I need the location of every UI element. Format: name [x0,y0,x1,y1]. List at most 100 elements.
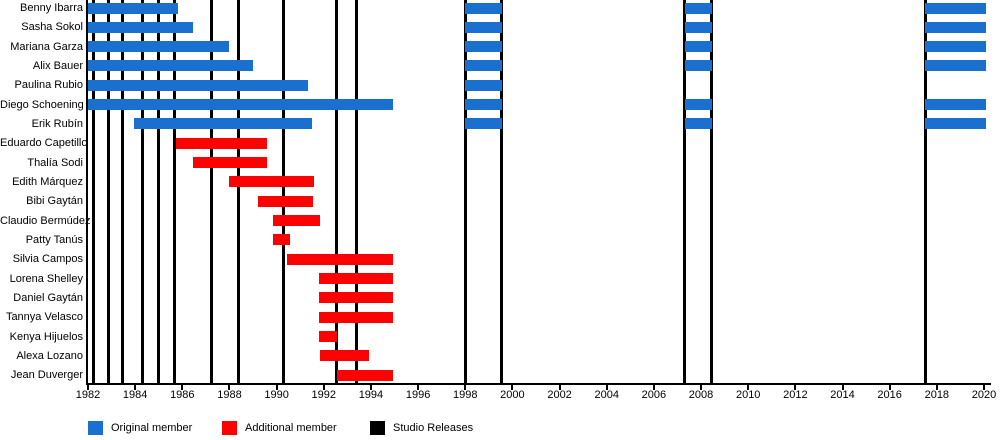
legend-label: Additional member [245,422,337,434]
studio-release-line [463,0,467,383]
x-axis-tick-label: 2000 [500,389,525,401]
x-axis-tick-label: 2002 [547,389,572,401]
member-label: Alix Bauer [32,59,83,72]
member-bar-original [88,99,394,111]
member-label: Daniel Gaytán [13,291,83,304]
member-label: Alexa Lozano [16,349,83,362]
plot-left-border [86,0,88,383]
studio-release-line [335,0,339,383]
x-axis-tick-label: 2006 [641,389,667,401]
x-axis-tick-label: 1988 [217,389,242,401]
x-axis-tick-label: 1984 [122,389,148,401]
member-bar-original [133,118,312,130]
member-bar-original [465,2,502,14]
studio-release-line [500,0,504,383]
member-label: Silvia Campos [12,253,83,266]
studio-release-line [172,0,176,383]
member-bar-original [465,60,502,72]
member-bar-additional [176,137,268,149]
x-axis-tick-label: 2012 [783,389,808,401]
member-bar-original [465,21,502,33]
member-bar-original [925,21,987,33]
x-axis-tick-label: 2014 [830,389,855,401]
x-axis-tick-label: 1998 [453,389,478,401]
x-axis-line [86,383,991,385]
member-bar-original [684,2,712,14]
member-bar-original [465,41,502,53]
x-axis-tick [134,385,137,390]
member-label: Edith Márquez [12,175,83,188]
studio-release-line [157,0,161,383]
x-axis-tick [983,385,985,390]
member-label: Kenya Hijuelos [9,330,83,343]
studio-release-line [92,0,96,383]
x-axis-tick [464,385,467,390]
member-bar-original [925,99,987,111]
x-axis-tick-label: 2016 [877,389,902,401]
x-axis-tick [275,385,278,390]
x-axis-tick-label: 2004 [594,389,619,401]
member-bar-additional [257,195,314,207]
member-label: Patty Tanús [25,233,83,246]
studio-release-line [710,0,714,383]
x-axis-tick-label: 1990 [264,389,289,401]
x-axis-tick [888,385,891,390]
x-axis-tick [935,385,938,390]
x-axis-tick-label: 1996 [405,389,431,401]
member-bar-original [684,41,712,53]
member-label: Benny Ibarra [20,2,83,14]
member-label: Thalía Sodi [27,156,83,169]
member-bar-additional [287,253,394,265]
member-bar-original [925,60,987,72]
member-bar-original [684,118,712,130]
member-bar-original [684,60,712,72]
member-label: Lorena Shelley [9,272,83,285]
x-axis-tick-label: 2020 [971,389,997,401]
member-bar-additional [273,234,290,246]
studio-release-line [210,0,214,383]
x-axis-tick-label: 2010 [735,389,761,401]
member-label: Tannya Velasco [5,311,83,324]
x-axis-tick-label: 1994 [358,389,384,401]
member-bar-original [684,21,712,33]
studio-release-line [923,0,927,383]
x-axis-tick [181,385,184,390]
member-bar-additional [320,350,369,362]
studio-release-line [355,0,359,383]
studio-release-line [106,0,110,383]
legend-swatch-original [88,421,103,435]
x-axis-tick [558,385,561,390]
x-axis-tick-label: 2018 [924,389,950,401]
member-label: Mariana Garza [10,40,83,53]
studio-release-line [237,0,241,383]
member-bar-original [465,118,502,130]
x-axis-tick [87,385,89,390]
member-bar-original [684,99,712,111]
member-bar-original [925,41,987,53]
member-label: Paulina Rubio [14,79,84,92]
x-axis-tick [228,385,231,390]
member-bar-additional [319,331,337,343]
legend-swatch-releases [370,421,385,435]
x-axis-tick [841,385,844,390]
x-axis-tick [511,385,514,390]
x-axis-tick [322,385,325,390]
legend-label: Studio Releases [393,422,474,434]
legend-swatch-additional [222,421,237,435]
member-bar-original [925,118,987,130]
member-label: Claudio Bermúdez [0,214,91,227]
member-bar-original [925,2,987,14]
member-bar-original [88,41,230,53]
member-bar-original [88,60,254,72]
member-label: Diego Schoening [0,98,84,111]
member-bar-original [465,79,502,91]
x-axis-tick [369,385,372,390]
x-axis-tick-label: 1992 [311,389,337,401]
member-bar-original [88,2,178,14]
member-label: Erik Rubín [31,117,83,130]
member-bar-additional [229,176,315,188]
x-axis-tick [605,385,608,390]
member-bar-original [88,79,309,91]
member-bar-additional [319,273,394,285]
